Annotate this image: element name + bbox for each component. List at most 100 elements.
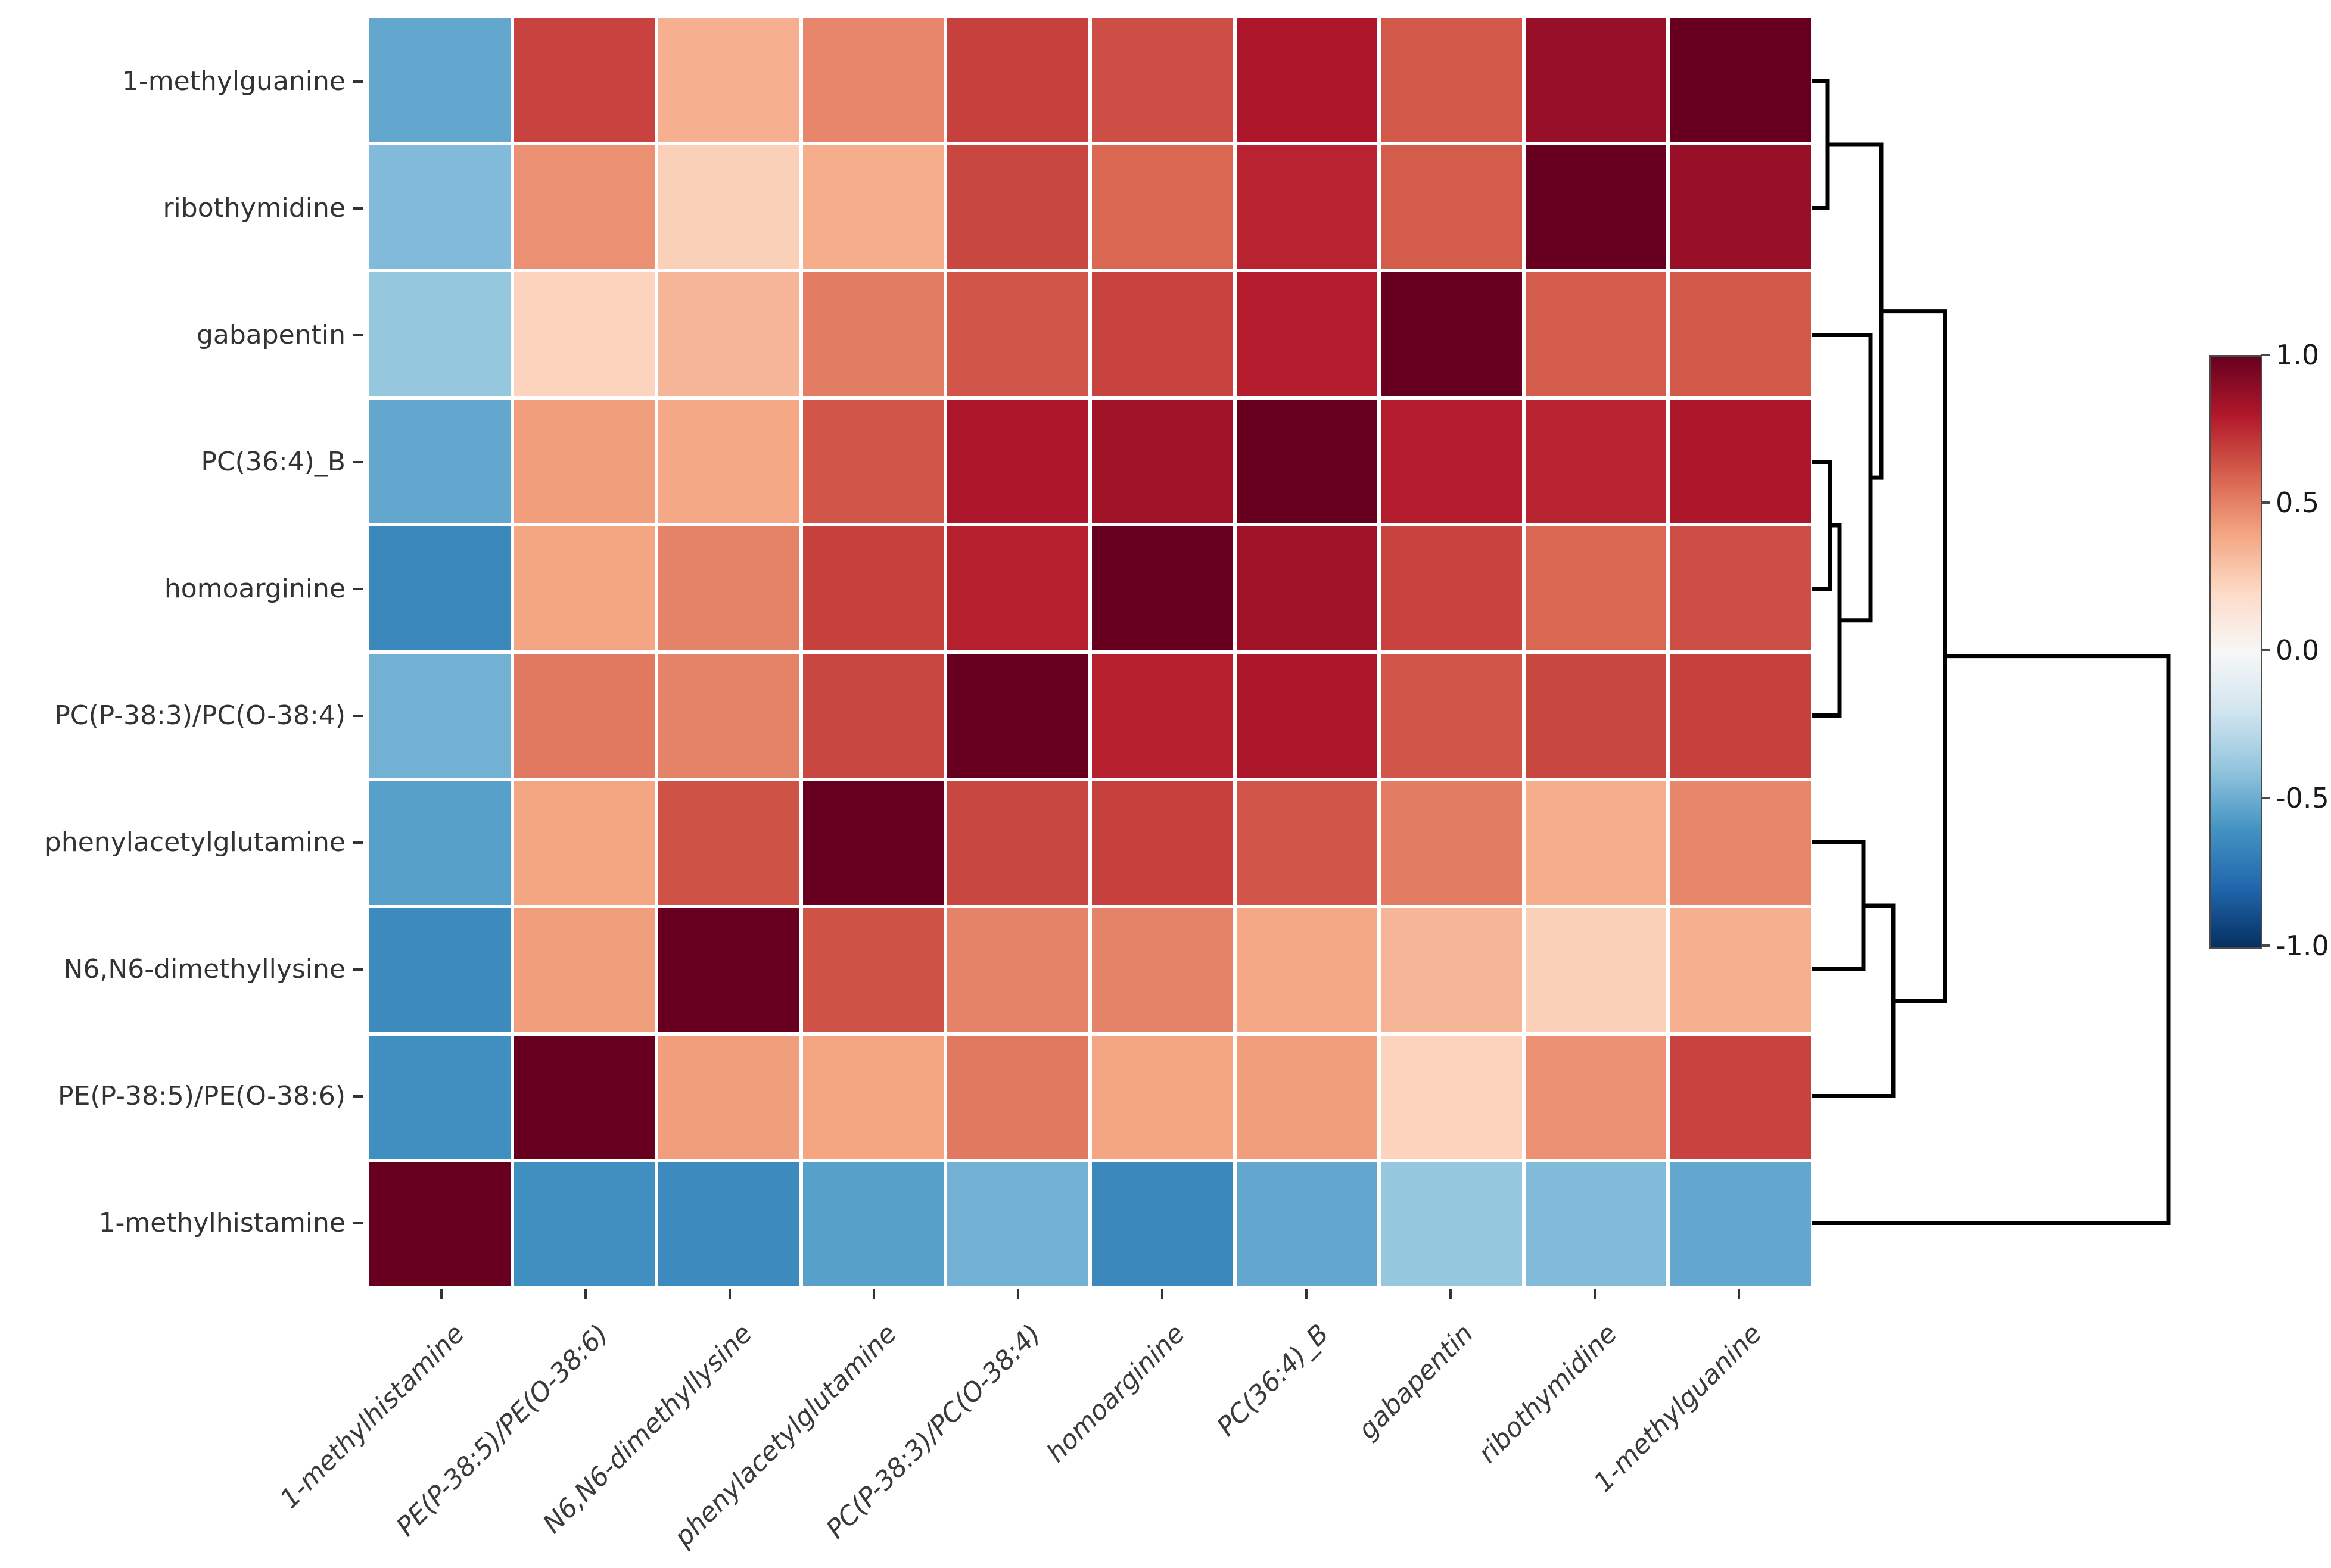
heatmap-cell: [802, 272, 944, 396]
heatmap-cell: [1525, 654, 1667, 778]
heatmap-cell: [1670, 18, 1811, 142]
heatmap-cell: [1670, 272, 1811, 396]
heatmap-cell: [658, 654, 799, 778]
heatmap-cell: [369, 781, 511, 905]
heatmap-cell: [369, 272, 511, 396]
heatmap-cell: [658, 908, 799, 1032]
heatmap-cell: [1236, 908, 1378, 1032]
heatmap-cell: [1670, 654, 1811, 778]
heatmap-cell: [1381, 272, 1522, 396]
y-tick: [353, 80, 363, 83]
heatmap-cell: [369, 1035, 511, 1159]
colorbar-tick-label: 1.0: [2276, 339, 2320, 371]
heatmap-cell: [1381, 781, 1522, 905]
heatmap-cell: [947, 781, 1088, 905]
colorbar-tick: [2261, 649, 2270, 651]
heatmap-cell: [802, 781, 944, 905]
heatmap-cell: [947, 399, 1088, 523]
heatmap-cell: [1092, 1035, 1233, 1159]
x-tick: [1017, 1289, 1019, 1299]
dendrogram-link: [1812, 460, 1832, 591]
heatmap-cell: [513, 272, 655, 396]
heatmap-cell: [1092, 272, 1233, 396]
heatmap-cell: [1236, 781, 1378, 905]
heatmap-cell: [513, 908, 655, 1032]
heatmap-cell: [1236, 272, 1378, 396]
dendrogram-link: [1812, 523, 1842, 718]
row-label: homoarginine: [164, 573, 346, 604]
heatmap-cell: [1525, 526, 1667, 650]
colorbar-tick-label: -0.5: [2276, 782, 2329, 814]
y-tick: [353, 1095, 363, 1098]
y-tick: [353, 1221, 363, 1224]
heatmap-cell: [369, 1162, 511, 1286]
x-tick: [1161, 1289, 1163, 1299]
heatmap-cell: [658, 1162, 799, 1286]
y-tick: [353, 460, 363, 463]
heatmap-cell: [802, 526, 944, 650]
heatmap-cell: [658, 18, 799, 142]
heatmap-cell: [513, 399, 655, 523]
heatmap-cell: [947, 654, 1088, 778]
heatmap-cell: [1670, 908, 1811, 1032]
heatmap-cell: [802, 18, 944, 142]
heatmap-cell: [513, 781, 655, 905]
heatmap-cell: [1092, 1162, 1233, 1286]
heatmap-cell: [947, 272, 1088, 396]
heatmap-cell: [658, 1035, 799, 1159]
heatmap-cell: [1236, 526, 1378, 650]
heatmap-cell: [1670, 526, 1811, 650]
heatmap-cell: [802, 1162, 944, 1286]
heatmap-cell: [513, 18, 655, 142]
heatmap-cell: [802, 145, 944, 269]
y-tick: [353, 841, 363, 844]
heatmap-cell: [802, 908, 944, 1032]
heatmap-cell: [1670, 1162, 1811, 1286]
heatmap-cell: [802, 1035, 944, 1159]
heatmap-cell: [369, 654, 511, 778]
heatmap-cell: [513, 1162, 655, 1286]
heatmap-cell: [369, 18, 511, 142]
heatmap-cell: [513, 654, 655, 778]
y-tick: [353, 714, 363, 717]
heatmap-cell: [802, 399, 944, 523]
heatmap-cell: [658, 399, 799, 523]
heatmap-cell: [947, 1162, 1088, 1286]
colorbar-tick-label: 0.5: [2276, 487, 2320, 519]
heatmap-cell: [1092, 399, 1233, 523]
dendrogram-link: [1812, 903, 1896, 1098]
heatmap-cell: [1381, 18, 1522, 142]
y-tick: [353, 207, 363, 210]
heatmap-cell: [1670, 1035, 1811, 1159]
heatmap-cell: [947, 18, 1088, 142]
colorbar-tick: [2261, 797, 2270, 799]
dendrogram-link: [1812, 654, 2171, 1225]
heatmap-cell: [1381, 1035, 1522, 1159]
row-label: PC(P-38:3)/PC(O-38:4): [54, 700, 346, 731]
row-label: ribothymidine: [163, 192, 346, 223]
heatmap-cell: [1092, 526, 1233, 650]
heatmap-cell: [1525, 1162, 1667, 1286]
heatmap-cell: [1525, 908, 1667, 1032]
heatmap-cell: [947, 145, 1088, 269]
heatmap-cell: [369, 399, 511, 523]
heatmap-cell: [1525, 18, 1667, 142]
heatmap-cell: [1525, 145, 1667, 269]
heatmap-cell: [513, 526, 655, 650]
y-tick: [353, 333, 363, 336]
heatmap-cell: [1525, 1035, 1667, 1159]
heatmap-cell: [658, 145, 799, 269]
heatmap-cell: [1236, 654, 1378, 778]
heatmap-cell: [513, 145, 655, 269]
colorbar: [2209, 355, 2262, 949]
dendrogram-link: [1881, 309, 1947, 1003]
y-tick: [353, 587, 363, 590]
heatmap-cell: [1092, 908, 1233, 1032]
row-label: 1-methylhistamine: [98, 1207, 346, 1238]
heatmap-cell: [658, 526, 799, 650]
x-tick: [1449, 1289, 1452, 1299]
dendrogram-link: [1828, 142, 1884, 480]
heatmap-cell: [1236, 1162, 1378, 1286]
row-label: phenylacetylglutamine: [44, 827, 346, 858]
